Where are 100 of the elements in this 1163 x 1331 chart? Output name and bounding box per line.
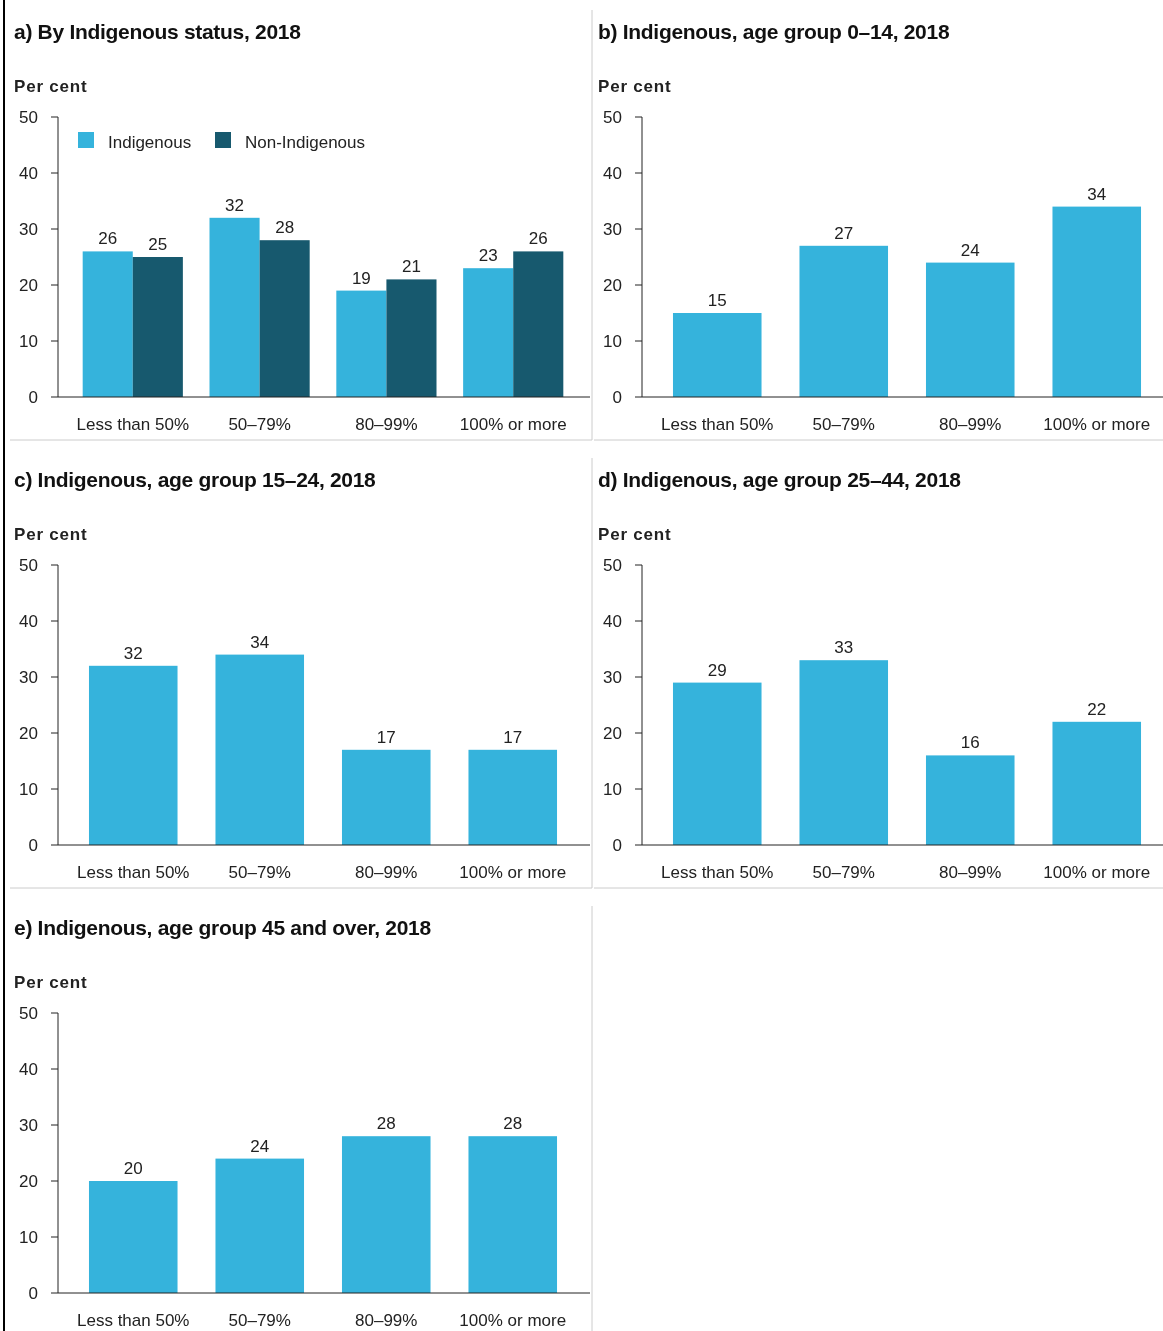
chart-title: e) Indigenous, age group 45 and over, 2018 [14,916,432,939]
x-tick-label: 80–99% [939,415,1002,434]
chart-title: d) Indigenous, age group 25–44, 2018 [598,468,962,491]
y-tick-label: 50 [603,107,622,127]
x-tick-label: 80–99% [355,1311,418,1330]
x-tick-label: Less than 50% [77,863,190,882]
y-tick-label: 50 [603,555,622,575]
chart-title: c) Indigenous, age group 15–24, 2018 [14,468,377,491]
data-label: 19 [351,268,371,288]
bar [1052,206,1142,397]
bar [468,749,558,845]
y-tick-label: 10 [19,779,38,799]
y-tick-label: 0 [612,387,622,407]
y-tick-label: 50 [19,555,38,575]
data-label: 28 [376,1114,396,1134]
y-tick-label: 40 [19,611,38,631]
data-label: 17 [376,727,396,747]
data-label: 16 [960,733,980,753]
y-tick-label: 0 [28,387,38,407]
legend-label: Non-Indigenous [245,132,366,152]
data-label: 34 [250,632,270,652]
x-tick-label: 80–99% [939,863,1002,882]
y-tick-label: 30 [603,219,622,239]
bar [341,1136,431,1293]
bar [82,251,133,397]
bar [215,1158,305,1293]
bar [209,217,260,397]
x-tick-label: 100% or more [1043,863,1151,882]
data-label: 29 [707,660,727,680]
data-label: 22 [1087,699,1107,719]
bar [468,1136,558,1293]
x-tick-label: Less than 50% [661,415,774,434]
bar [259,240,310,397]
x-tick-label: 80–99% [355,415,418,434]
y-tick-label: 0 [28,835,38,855]
bar [513,251,564,397]
legend-label: Indigenous [108,132,192,152]
x-tick-label: 50–79% [812,415,875,434]
bar [132,257,183,397]
chart-title: a) By Indigenous status, 2018 [14,20,302,43]
y-axis-title: Per cent [598,525,672,544]
x-tick-label: 50–79% [228,863,291,882]
data-label: 26 [98,229,118,249]
y-tick-label: 40 [19,163,38,183]
x-tick-label: 100% or more [1043,415,1151,434]
y-tick-label: 50 [19,1003,38,1023]
y-tick-label: 50 [19,107,38,127]
y-tick-label: 40 [19,1059,38,1079]
y-axis-title: Per cent [14,77,88,96]
x-tick-label: 50–79% [812,863,875,882]
bar [215,654,305,845]
y-axis-title: Per cent [598,77,672,96]
y-tick-label: 10 [603,331,622,351]
x-tick-label: 100% or more [459,1311,567,1330]
x-tick-label: 50–79% [228,415,291,434]
x-tick-label: 100% or more [459,415,567,434]
data-label: 33 [834,638,854,658]
data-label: 32 [123,643,143,663]
data-label: 24 [250,1136,270,1156]
bar [799,660,889,845]
x-tick-label: 100% or more [459,863,567,882]
x-tick-label: 80–99% [355,863,418,882]
y-tick-label: 20 [19,1171,38,1191]
data-label: 28 [503,1114,523,1134]
bar [336,290,387,397]
data-label: 26 [528,229,548,249]
y-tick-label: 0 [28,1283,38,1303]
chart-title: b) Indigenous, age group 0–14, 2018 [598,20,950,43]
y-tick-label: 20 [19,723,38,743]
bar [799,245,889,397]
y-tick-label: 20 [603,723,622,743]
x-tick-label: Less than 50% [661,863,774,882]
bar [88,1181,178,1293]
bar [386,279,437,397]
y-tick-label: 30 [19,219,38,239]
bar [88,665,178,845]
data-label: 23 [478,246,498,266]
bar [672,313,762,397]
y-tick-label: 30 [19,667,38,687]
bar [463,268,514,397]
bar [341,749,431,845]
bar [925,755,1015,845]
data-label: 15 [707,291,727,310]
y-tick-label: 0 [612,835,622,855]
data-label: 32 [225,195,245,215]
y-axis-title: Per cent [14,973,88,992]
y-tick-label: 30 [19,1115,38,1135]
y-axis-title: Per cent [14,525,88,544]
data-label: 25 [148,235,168,254]
x-tick-label: 50–79% [228,1311,291,1330]
bar [1052,721,1142,845]
data-label: 24 [960,240,980,260]
y-tick-label: 10 [19,1227,38,1247]
data-label: 28 [275,218,295,238]
data-label: 34 [1087,184,1107,204]
y-tick-label: 20 [603,275,622,295]
data-label: 20 [123,1159,143,1178]
y-tick-label: 30 [603,667,622,687]
y-tick-label: 10 [19,331,38,351]
bar [672,682,762,845]
